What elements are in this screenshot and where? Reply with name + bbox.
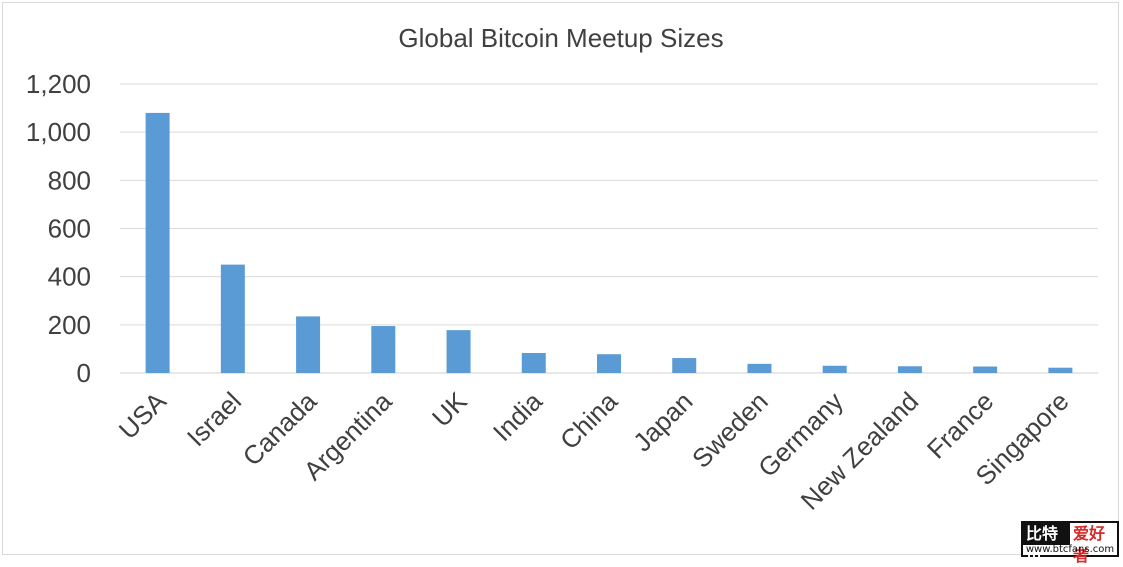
bar-china: [597, 354, 621, 373]
y-tick-label: 0: [77, 358, 91, 388]
gridlines: [120, 83, 1098, 374]
watermark-logo: 比特币 爱好者 www.btcfans.com: [1021, 521, 1119, 565]
chart-frame: [2, 2, 1119, 555]
watermark-url: www.btcfans.com: [1025, 544, 1115, 555]
y-tick-label: 800: [48, 165, 91, 195]
bar-singapore: [1048, 367, 1073, 373]
chart-title: Global Bitcoin Meetup Sizes: [398, 23, 723, 53]
bar-usa: [145, 112, 170, 374]
bars: [145, 112, 1073, 374]
bar-canada: [296, 316, 321, 373]
bar-israel: [220, 264, 245, 373]
x-tick-label: Japan: [627, 386, 698, 457]
x-tick-label: Israel: [181, 386, 247, 452]
watermark-left-text: 比特币: [1023, 523, 1070, 565]
bar-sweden: [747, 363, 772, 373]
watermark-right-text: 爱好者: [1073, 524, 1106, 565]
bar-japan: [672, 358, 697, 373]
x-tick-label: USA: [113, 386, 172, 445]
y-tick-label: 400: [48, 262, 91, 292]
x-tick-label: China: [554, 386, 624, 456]
x-tick-label: UK: [426, 386, 473, 433]
bar-uk: [446, 330, 471, 373]
x-tick-label: India: [487, 386, 548, 447]
bar-argentina: [371, 326, 396, 373]
y-tick-label: 1,000: [26, 117, 91, 147]
y-tick-label: 200: [48, 310, 91, 340]
bar-germany: [822, 365, 847, 373]
y-tick-label: 600: [48, 214, 91, 244]
y-tick-label: 1,200: [26, 69, 91, 99]
bar-india: [521, 353, 546, 373]
y-axis-ticks: 0 200 400 600 800 1,000 1,200: [26, 69, 91, 388]
bar-new-zealand: [897, 366, 922, 373]
bar-france: [973, 366, 998, 373]
